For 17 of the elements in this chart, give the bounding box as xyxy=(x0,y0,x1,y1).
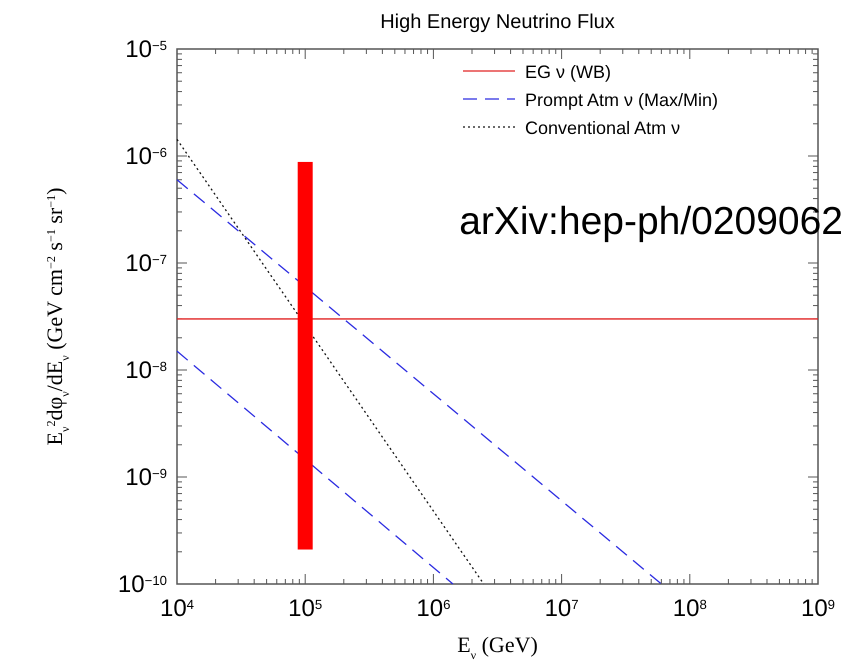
x-tick-label: 10$^{6}$ xyxy=(416,595,450,622)
x-tick-label: 10$^{8}$ xyxy=(672,595,707,622)
legend-label: Conventional Atm ν xyxy=(525,118,680,138)
x-axis-title: E$_{ν}$ (GeV) xyxy=(457,632,538,662)
x-tick-label: 10$^{5}$ xyxy=(288,595,322,622)
y-tick-label: 10$^{−10}$ xyxy=(118,571,167,598)
y-tick-label: 10$^{−9}$ xyxy=(125,464,167,491)
legend-label: EG ν (WB) xyxy=(525,62,611,82)
x-tick-label: 10$^{4}$ xyxy=(160,595,194,622)
legend-label: Prompt Atm ν (Max/Min) xyxy=(525,90,718,110)
y-tick-label: 10$^{−8}$ xyxy=(125,357,167,384)
y-tick-label: 10$^{−5}$ xyxy=(125,36,167,63)
y-tick-label: 10$^{−6}$ xyxy=(125,143,167,170)
y-tick-label: 10$^{−7}$ xyxy=(125,250,167,277)
chart-title: High Energy Neutrino Flux xyxy=(380,11,615,33)
x-tick-label: 10$^{9}$ xyxy=(800,595,836,622)
x-tick-label: 10$^{7}$ xyxy=(544,595,579,622)
